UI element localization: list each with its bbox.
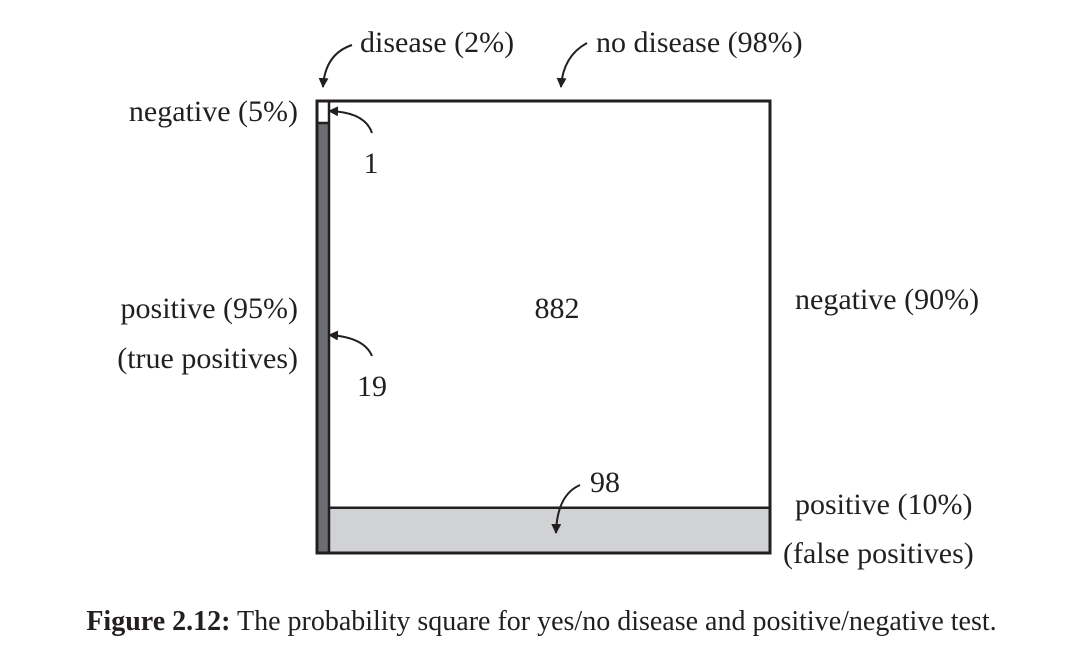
true-positive-region <box>317 123 329 553</box>
right-positive-note: (false positives) <box>783 537 974 570</box>
left-negative-label: negative (5%) <box>129 95 298 128</box>
figure-number: Figure 2.12: <box>86 606 231 637</box>
left-positive-label: positive (95%) <box>121 292 298 325</box>
caption-text: The probability square for yes/no diseas… <box>236 606 997 637</box>
count-true-positive: 19 <box>357 370 387 403</box>
count-diseased-negative: 1 <box>364 147 379 180</box>
count-false-positive: 98 <box>590 466 620 499</box>
no-disease-label: no disease (98%) <box>596 26 803 59</box>
count-98-arrow <box>551 484 581 534</box>
false-positive-region <box>329 507 770 553</box>
disease-arrow <box>318 44 353 88</box>
right-positive-label: positive (10%) <box>795 488 972 521</box>
count-19-arrow <box>328 330 373 357</box>
disease-label: disease (2%) <box>360 26 514 59</box>
count-1-arrow <box>328 106 373 134</box>
figure-caption: Figure 2.12: The probability square for … <box>0 606 1083 638</box>
no-disease-arrow <box>556 42 588 88</box>
square-outline <box>315 99 772 555</box>
probability-square <box>315 99 772 555</box>
left-positive-note: (true positives) <box>117 342 298 375</box>
right-negative-label: negative (90%) <box>795 283 979 316</box>
probability-square-diagram: disease (2%) no disease (98%) negative (… <box>117 26 979 570</box>
count-healthy-negative: 882 <box>535 292 580 325</box>
